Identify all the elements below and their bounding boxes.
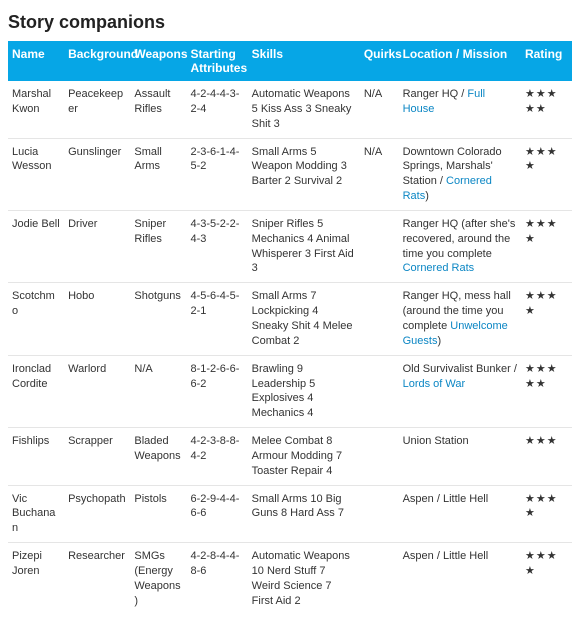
location-link[interactable]: Cornered Rats xyxy=(403,262,475,274)
cell-rating: ★★★★ xyxy=(521,485,572,543)
cell-background: Warlord xyxy=(64,355,130,427)
cell-name: Lucia Wesson xyxy=(8,138,64,210)
location-text: Aspen / Little Hell xyxy=(403,493,489,505)
col-skills[interactable]: Skills xyxy=(248,41,360,81)
location-text-post: ) xyxy=(425,190,429,202)
table-row: Ironclad CorditeWarlordN/A8-1-2-6-6-6-2B… xyxy=(8,355,572,427)
cell-skills: Small Arms 5 Weapon Modding 3 Barter 2 S… xyxy=(248,138,360,210)
table-row: ScotchmoHoboShotguns4-5-6-4-5-2-1Small A… xyxy=(8,283,572,355)
cell-location: Downtown Colorado Springs, Marshals' Sta… xyxy=(399,138,521,210)
cell-name: Marshal Kwon xyxy=(8,81,64,138)
cell-location: Union Station xyxy=(399,428,521,486)
col-name[interactable]: Name xyxy=(8,41,64,81)
cell-location: Aspen / Little Hell xyxy=(399,485,521,543)
cell-weapons: Assault Rifles xyxy=(130,81,186,138)
col-attributes[interactable]: Starting Attributes xyxy=(186,41,247,81)
cell-attrs: 4-3-5-2-2-4-3 xyxy=(186,210,247,282)
cell-skills: Brawling 9 Leadership 5 Explosives 4 Mec… xyxy=(248,355,360,427)
cell-skills: Melee Combat 8 Armour Modding 7 Toaster … xyxy=(248,428,360,486)
cell-location: Aspen / Little Hell xyxy=(399,543,521,615)
cell-quirks: N/A xyxy=(360,138,399,210)
col-background[interactable]: Background xyxy=(64,41,130,81)
cell-location: Old Survivalist Bunker / Lords of War xyxy=(399,355,521,427)
cell-quirks xyxy=(360,355,399,427)
cell-rating: ★★★★★ xyxy=(521,355,572,427)
table-row: Vic BuchananPsychopathPistols6-2-9-4-4-6… xyxy=(8,485,572,543)
table-row: Lucia WessonGunslingerSmall Arms2-3-6-1-… xyxy=(8,138,572,210)
cell-skills: Automatic Weapons 5 Kiss Ass 3 Sneaky Sh… xyxy=(248,81,360,138)
cell-name: Pizepi Joren xyxy=(8,543,64,615)
cell-name: Fishlips xyxy=(8,428,64,486)
cell-rating: ★★★★ xyxy=(521,210,572,282)
section-title: Story companions xyxy=(8,12,572,33)
location-text: Old Survivalist Bunker / xyxy=(403,363,517,375)
table-row: Jodie BellDriverSniper Rifles4-3-5-2-2-4… xyxy=(8,210,572,282)
table-row: Marshal KwonPeacekeeperAssault Rifles4-2… xyxy=(8,81,572,138)
col-quirks[interactable]: Quirks xyxy=(360,41,399,81)
cell-background: Psychopath xyxy=(64,485,130,543)
cell-skills: Automatic Weapons 10 Nerd Stuff 7 Weird … xyxy=(248,543,360,615)
cell-background: Researcher xyxy=(64,543,130,615)
companions-table: Name Background Weapons Starting Attribu… xyxy=(8,41,572,614)
cell-attrs: 6-2-9-4-4-6-6 xyxy=(186,485,247,543)
cell-name: Jodie Bell xyxy=(8,210,64,282)
cell-rating: ★★★★ xyxy=(521,543,572,615)
cell-location: Ranger HQ (after she's recovered, around… xyxy=(399,210,521,282)
cell-weapons: Small Arms xyxy=(130,138,186,210)
cell-background: Peacekeeper xyxy=(64,81,130,138)
col-rating[interactable]: Rating xyxy=(521,41,572,81)
cell-name: Scotchmo xyxy=(8,283,64,355)
location-text: Ranger HQ (after she's recovered, around… xyxy=(403,218,516,260)
location-text-post: ) xyxy=(437,335,441,347)
col-weapons[interactable]: Weapons xyxy=(130,41,186,81)
cell-name: Ironclad Cordite xyxy=(8,355,64,427)
cell-attrs: 4-2-4-4-3-2-4 xyxy=(186,81,247,138)
table-header-row: Name Background Weapons Starting Attribu… xyxy=(8,41,572,81)
cell-attrs: 8-1-2-6-6-6-2 xyxy=(186,355,247,427)
cell-quirks xyxy=(360,283,399,355)
cell-skills: Small Arms 7 Lockpicking 4 Sneaky Shit 4… xyxy=(248,283,360,355)
cell-rating: ★★★★ xyxy=(521,138,572,210)
cell-weapons: Shotguns xyxy=(130,283,186,355)
table-row: Pizepi JorenResearcherSMGs (Energy Weapo… xyxy=(8,543,572,615)
cell-quirks xyxy=(360,543,399,615)
table-row: FishlipsScrapperBladed Weapons4-2-3-8-8-… xyxy=(8,428,572,486)
cell-background: Hobo xyxy=(64,283,130,355)
cell-attrs: 4-5-6-4-5-2-1 xyxy=(186,283,247,355)
cell-location: Ranger HQ, mess hall (around the time yo… xyxy=(399,283,521,355)
cell-weapons: N/A xyxy=(130,355,186,427)
col-location[interactable]: Location / Mission xyxy=(399,41,521,81)
location-text: Aspen / Little Hell xyxy=(403,550,489,562)
cell-name: Vic Buchanan xyxy=(8,485,64,543)
cell-quirks xyxy=(360,428,399,486)
cell-weapons: Bladed Weapons xyxy=(130,428,186,486)
cell-weapons: Pistols xyxy=(130,485,186,543)
cell-rating: ★★★★★ xyxy=(521,81,572,138)
cell-skills: Sniper Rifles 5 Mechanics 4 Animal Whisp… xyxy=(248,210,360,282)
location-link[interactable]: Lords of War xyxy=(403,378,466,390)
cell-attrs: 2-3-6-1-4-5-2 xyxy=(186,138,247,210)
cell-skills: Small Arms 10 Big Guns 8 Hard Ass 7 xyxy=(248,485,360,543)
cell-background: Scrapper xyxy=(64,428,130,486)
cell-rating: ★★★★ xyxy=(521,283,572,355)
location-text: Ranger HQ / xyxy=(403,88,468,100)
cell-background: Driver xyxy=(64,210,130,282)
cell-weapons: Sniper Rifles xyxy=(130,210,186,282)
cell-rating: ★★★ xyxy=(521,428,572,486)
cell-quirks xyxy=(360,485,399,543)
location-text: Union Station xyxy=(403,435,469,447)
cell-attrs: 4-2-8-4-4-8-6 xyxy=(186,543,247,615)
cell-quirks: N/A xyxy=(360,81,399,138)
cell-weapons: SMGs (Energy Weapons) xyxy=(130,543,186,615)
cell-location: Ranger HQ / Full House xyxy=(399,81,521,138)
cell-attrs: 4-2-3-8-8-4-2 xyxy=(186,428,247,486)
cell-background: Gunslinger xyxy=(64,138,130,210)
cell-quirks xyxy=(360,210,399,282)
